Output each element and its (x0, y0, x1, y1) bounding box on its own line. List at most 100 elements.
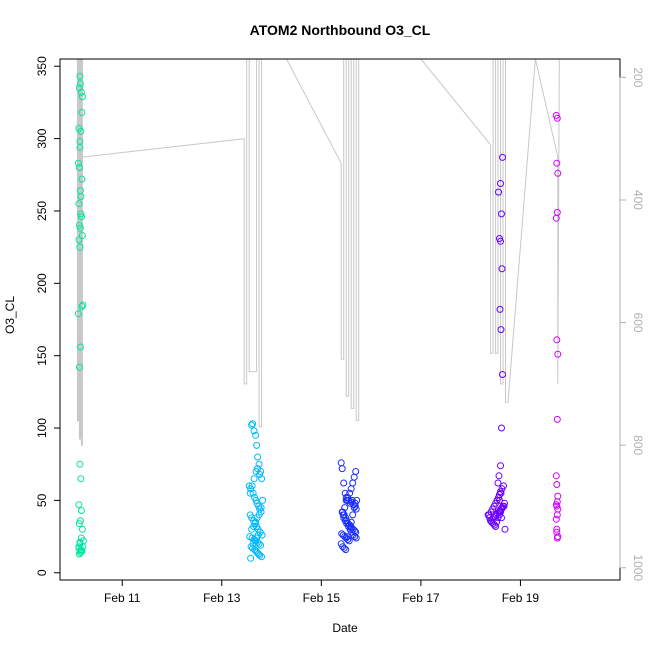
data-point (553, 481, 561, 488)
data-point (77, 547, 85, 555)
y-tick-label: 50 (35, 493, 49, 507)
data-point (76, 143, 84, 151)
data-point (75, 221, 83, 229)
data-point (499, 153, 506, 161)
data-point (498, 514, 505, 522)
data-point (75, 236, 83, 244)
data-point (339, 511, 347, 519)
data-point (75, 200, 83, 208)
y-axis-label: O3_CL (3, 296, 17, 334)
y2-tick-label: 800 (631, 435, 645, 455)
data-point (350, 473, 358, 481)
data-point (77, 534, 85, 542)
data-point (496, 235, 503, 242)
data-point (553, 525, 561, 533)
x-tick-label: Feb 11 (104, 591, 141, 605)
data-point (74, 310, 82, 318)
data-point (352, 534, 360, 542)
data-point (337, 459, 345, 467)
data-point (492, 523, 500, 530)
data-point (257, 504, 265, 512)
x-tick-label: Feb 13 (203, 591, 241, 605)
y-tick-label: 0 (35, 569, 49, 576)
data-point (500, 502, 508, 510)
y2-axis: 200 400 600 800 1000 (619, 67, 645, 581)
data-point (499, 371, 506, 378)
data-point (338, 465, 346, 473)
data-point (76, 72, 84, 80)
data-point (553, 502, 561, 510)
data-point (346, 489, 354, 497)
data-point (494, 479, 502, 487)
data-point (350, 504, 358, 512)
data-point (553, 415, 561, 423)
y-tick-label: 350 (35, 56, 49, 76)
data-point (349, 479, 357, 487)
data-point (255, 460, 263, 468)
data-point (498, 210, 505, 218)
data-point (76, 243, 84, 251)
data-point (78, 93, 86, 101)
chart-title: ATOM2 Northbound O3_CL (250, 22, 431, 38)
x-axis-label: Date (332, 621, 358, 635)
x-tick-label: Feb 15 (303, 591, 341, 605)
data-point (252, 518, 260, 526)
data-point (552, 111, 560, 119)
data-point (497, 462, 504, 470)
data-point (340, 479, 348, 487)
y2-tick-label: 200 (631, 67, 645, 87)
data-point (496, 496, 503, 504)
data-point (554, 169, 562, 177)
x-axis: Feb 11 Feb 13 Feb 15 Feb 17 Feb 19 (104, 579, 540, 605)
data-point (76, 343, 84, 351)
pressure-profiles (76, 58, 560, 446)
data-point (500, 482, 507, 490)
data-point (351, 533, 359, 541)
data-point (553, 159, 561, 167)
data-point (250, 523, 258, 530)
data-point (256, 551, 264, 559)
y-tick-label: 100 (35, 418, 49, 438)
data-point (78, 175, 86, 183)
data-point (554, 492, 562, 500)
data-point (553, 114, 561, 122)
x-tick-label: Feb 17 (402, 591, 440, 605)
data-point (498, 504, 506, 512)
data-point (249, 489, 257, 497)
y-tick-label: 200 (35, 273, 49, 293)
plot-frame (59, 58, 621, 581)
data-point (75, 164, 83, 171)
data-point (495, 472, 503, 480)
data-point (257, 541, 265, 549)
data-points (74, 72, 562, 562)
data-point (79, 301, 87, 309)
data-point (78, 109, 86, 116)
data-point (552, 214, 560, 222)
data-point (250, 427, 258, 435)
data-point (553, 336, 561, 344)
data-point (495, 188, 502, 196)
data-point (77, 88, 85, 96)
data-point (78, 232, 86, 240)
data-point (77, 127, 85, 135)
data-point (247, 554, 255, 562)
data-point (76, 517, 84, 525)
data-point (255, 511, 263, 519)
data-point (552, 515, 560, 523)
series-4 (484, 153, 509, 533)
x-tick-label: Feb 19 (502, 591, 540, 605)
series-1 (74, 72, 87, 558)
data-point (246, 489, 254, 497)
data-point (497, 326, 505, 334)
y-tick-label: 150 (35, 345, 49, 365)
y2-tick-label: 400 (631, 190, 645, 210)
data-point (259, 496, 267, 504)
data-point (497, 489, 505, 497)
data-point (256, 470, 264, 478)
data-point (345, 537, 353, 545)
y-axis: 0 50 100 150 200 250 300 350 (35, 56, 61, 576)
data-point (501, 525, 509, 533)
data-point (256, 528, 264, 536)
data-point (77, 213, 85, 221)
